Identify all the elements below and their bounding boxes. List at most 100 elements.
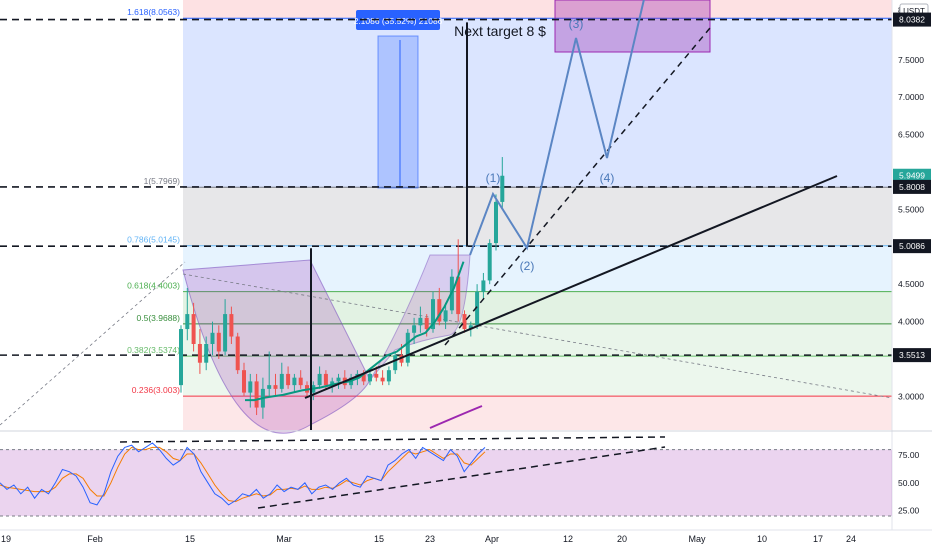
candle-body: [443, 310, 448, 322]
candle-body: [462, 314, 467, 330]
candle-body: [361, 373, 366, 382]
candle-body: [279, 373, 284, 389]
candle-body: [216, 332, 221, 352]
time-tick: 17: [813, 534, 823, 544]
candle-body: [431, 299, 435, 330]
time-tick: 23: [425, 534, 435, 544]
time-tick: 24: [846, 534, 856, 544]
price-label: 5.0086: [899, 241, 925, 251]
candle-body: [223, 314, 228, 352]
measure-text: 2.1086 (35.52%) 21086: [354, 16, 443, 26]
wave-label: (2): [520, 259, 535, 273]
time-tick: May: [688, 534, 706, 544]
wave-channel-line: [444, 27, 711, 346]
price-label: 5.8008: [899, 182, 925, 192]
fib-zone-top: [183, 0, 892, 19]
price-label: 5.9499: [899, 171, 925, 181]
candle-body: [412, 325, 417, 333]
wave-label: (4): [600, 171, 615, 185]
wave-label: (3): [569, 17, 584, 31]
time-tick: 19: [1, 534, 11, 544]
time-tick: Feb: [87, 534, 103, 544]
fib-level-label: 0.5(3.9688): [137, 313, 181, 323]
candle-body: [393, 355, 398, 371]
candle-body: [437, 299, 442, 322]
candle-body: [248, 381, 253, 393]
time-tick: 15: [185, 534, 195, 544]
price-label-bg: [893, 179, 931, 194]
fib-zone-0618: [183, 291, 892, 324]
time-tick: 12: [563, 534, 573, 544]
fib-level-label: 1.618(8.0563): [127, 7, 180, 17]
price-tick: 4.5000: [898, 279, 924, 289]
target-text: Next target 8 $: [454, 23, 546, 39]
time-tick: 15: [374, 534, 384, 544]
candle-body: [481, 280, 486, 292]
candle-body: [286, 373, 291, 386]
candle-body: [468, 325, 473, 330]
rsi-line: [0, 442, 486, 506]
price-label: 8.0382: [899, 15, 925, 25]
candle-body: [418, 317, 423, 326]
candle-body: [229, 314, 234, 337]
candle-body: [298, 377, 303, 386]
ma-long-line: [429, 405, 483, 429]
fib-level-label: 0.382(3.5374): [127, 345, 180, 355]
rsi-tick: 75.00: [898, 450, 920, 460]
candle-body: [254, 381, 259, 408]
price-label-bg: [893, 12, 931, 27]
candle-body: [235, 336, 240, 371]
price-tick: 5.5000: [898, 204, 924, 214]
candle-body: [179, 329, 183, 386]
fib-level-label: 0.618(4.4003): [127, 281, 180, 291]
support-trendline: [304, 175, 838, 399]
price-tick: 6.5000: [898, 130, 924, 140]
rsi-band: [0, 449, 892, 516]
candle-body: [323, 373, 328, 386]
time-tick: 10: [757, 534, 767, 544]
candle-body: [185, 314, 190, 330]
price-label-bg: [893, 239, 931, 254]
rsi-tick: 25.00: [898, 505, 920, 515]
candle-body: [494, 201, 498, 244]
candle-body: [336, 377, 341, 382]
price-label-bg: [893, 168, 931, 183]
rsi-tick: 50.00: [898, 478, 920, 488]
candle-body: [242, 370, 246, 393]
time-tick: Mar: [276, 534, 292, 544]
candle-body: [210, 332, 215, 344]
fib-zone-05: [183, 323, 892, 357]
price-axis-bg: [892, 0, 932, 550]
fib-zone-0236: [183, 396, 892, 430]
trend-dotted: [0, 261, 186, 426]
candle-body: [204, 344, 209, 363]
rsi-signal-line: [0, 446, 486, 503]
fib-zone-1618: [183, 18, 892, 188]
price-tick: 7.0000: [898, 92, 924, 102]
price-tick: 3.0000: [898, 391, 924, 401]
candle-body: [273, 385, 278, 389]
price-tick: 4.0000: [898, 317, 924, 327]
time-tick: Apr: [485, 534, 499, 544]
candle-body: [386, 370, 391, 382]
price-tick: 7.5000: [898, 55, 924, 65]
candle-body: [475, 291, 480, 326]
fib-level-label: 0.786(5.0145): [127, 235, 180, 245]
candle-body: [500, 175, 505, 202]
price-label-bg: [893, 348, 931, 363]
fib-zone-0786: [183, 245, 892, 292]
elliott-wave-path: [469, 0, 645, 256]
fib-level-label: 1(5.7969): [144, 176, 181, 186]
candle-body: [487, 243, 492, 281]
candle-body: [197, 344, 202, 363]
candle-body: [424, 317, 429, 330]
candle-body: [456, 276, 461, 315]
currency-label: USDT: [903, 7, 925, 16]
fib-zone-1: [183, 187, 892, 246]
candle-body: [317, 373, 322, 386]
candle-body: [191, 314, 196, 344]
candle-body: [374, 373, 379, 378]
candle-body: [330, 381, 335, 386]
